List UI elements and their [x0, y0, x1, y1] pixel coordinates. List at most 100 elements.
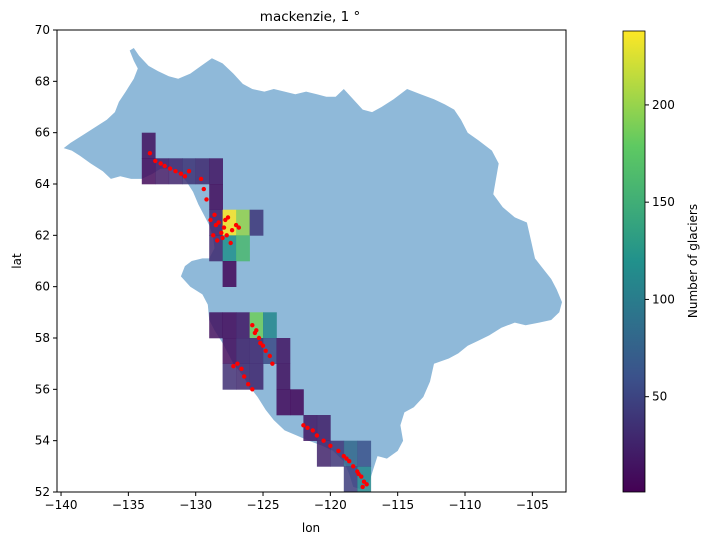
x-tick-label: −125 [247, 498, 280, 512]
glacier-point-25 [223, 217, 228, 223]
glacier-point-30 [256, 335, 262, 341]
x-axis-label: lon [302, 521, 320, 535]
y-tick-label: 68 [35, 74, 50, 88]
y-axis-label: lat [10, 253, 24, 269]
glacier-point-8 [186, 169, 192, 174]
glacier-point-32 [263, 348, 268, 353]
heatmap-cell-29 [276, 363, 291, 390]
glacier-point-23 [228, 240, 233, 246]
plot-frame [56, 29, 567, 493]
glacier-point-2 [158, 161, 163, 166]
glacier-point-37 [235, 361, 240, 366]
y-tick-label: 58 [35, 331, 50, 345]
colorbar-tick-label: 150 [652, 195, 675, 209]
glacier-point-45 [310, 428, 315, 433]
glacier-point-9 [198, 176, 204, 182]
heatmap-cell-32 [303, 415, 318, 441]
glacier-point-27 [208, 217, 213, 223]
glacier-point-18 [236, 225, 241, 230]
heatmap-cell-11 [249, 209, 264, 236]
glacier-point-39 [242, 374, 247, 379]
heatmap-cell-31 [290, 389, 304, 416]
colorbar-tick-label: 100 [652, 292, 675, 306]
glacier-point-44 [305, 425, 310, 430]
y-tick-label: 56 [35, 382, 50, 396]
heatmap-cell-6 [209, 158, 223, 185]
y-tick-label: 64 [35, 177, 50, 191]
heatmap-cell-10 [236, 209, 250, 236]
heatmap-cell-5 [195, 158, 210, 185]
glacier-point-42 [231, 364, 236, 369]
heatmap-cell-17 [222, 312, 237, 339]
glacier-point-3 [162, 163, 167, 169]
heatmap-cell-13 [222, 235, 237, 262]
heatmap-cell-7 [209, 184, 223, 210]
glacier-points [147, 151, 369, 490]
glacier-point-57 [356, 471, 361, 477]
glacier-point-35 [254, 328, 259, 333]
glacier-point-28 [250, 323, 255, 328]
glacier-point-36 [258, 340, 263, 346]
glacier-point-52 [351, 464, 356, 469]
glacier-point-34 [270, 361, 275, 366]
chart-title: mackenzie, 1 ° [260, 9, 360, 25]
x-tick-label: −140 [45, 498, 78, 512]
x-tick-label: −135 [112, 498, 145, 512]
x-tick-label: −115 [381, 498, 414, 512]
glacier-point-58 [344, 456, 349, 461]
heatmap-cell-22 [236, 338, 250, 364]
heatmap-cell-18 [236, 312, 250, 339]
heatmap-cell-15 [222, 261, 237, 287]
heatmap-cell-8 [209, 209, 223, 236]
y-tick-label: 54 [35, 434, 50, 448]
heatmap-cell-33 [316, 415, 331, 441]
glacier-point-49 [336, 448, 341, 454]
glacier-point-48 [328, 443, 333, 448]
heatmap-cell-16 [209, 312, 223, 339]
glacier-point-1 [153, 158, 158, 164]
heatmap-cell-25 [276, 338, 291, 364]
glacier-point-22 [224, 233, 229, 238]
glacier-point-20 [215, 238, 220, 243]
heatmap-cell-28 [249, 363, 264, 390]
y-axis-ticks: 52 54 56 58 60 62 64 66 68 70 [35, 23, 57, 499]
glacier-point-5 [173, 169, 178, 174]
glacier-point-21 [220, 235, 225, 241]
glacier-point-47 [321, 438, 326, 443]
glacier-point-46 [314, 433, 320, 438]
glacier-point-26 [219, 230, 224, 235]
glacier-point-56 [364, 482, 369, 487]
glacier-point-43 [301, 423, 306, 428]
x-tick-label: −105 [516, 498, 549, 512]
heatmap-cell-34 [316, 440, 331, 467]
glacier-point-12 [212, 212, 217, 217]
glacier-point-4 [167, 166, 173, 171]
y-tick-label: 60 [35, 280, 50, 294]
y-tick-label: 62 [35, 228, 50, 242]
glacier-point-0 [147, 151, 153, 156]
glacier-point-14 [221, 225, 227, 230]
heatmap-cell-21 [222, 338, 237, 364]
x-tick-label: −130 [179, 498, 212, 512]
glacier-point-33 [267, 353, 272, 359]
glacier-point-59 [360, 484, 365, 490]
heatmap-cell-1 [141, 158, 156, 185]
colorbar-ticks: 50 100 150 200 [645, 98, 675, 404]
plot-area [63, 48, 562, 492]
heatmap-cell-20 [263, 312, 277, 339]
glacier-point-38 [239, 366, 244, 371]
y-tick-label: 52 [35, 485, 50, 499]
colorbar-tick-label: 200 [652, 98, 675, 112]
colorbar-label: Number of glaciers [686, 204, 700, 318]
glacier-point-6 [178, 171, 184, 176]
glacier-point-10 [201, 186, 206, 192]
glacier-point-7 [182, 174, 188, 179]
y-tick-label: 66 [35, 126, 50, 140]
glacier-point-16 [229, 228, 235, 233]
heatmap-cell-35 [330, 440, 345, 467]
heatmap-cell-0 [141, 132, 156, 159]
heatmap-cell-9 [222, 209, 237, 236]
x-tick-label: −110 [449, 498, 482, 512]
x-tick-label: −120 [314, 498, 347, 512]
